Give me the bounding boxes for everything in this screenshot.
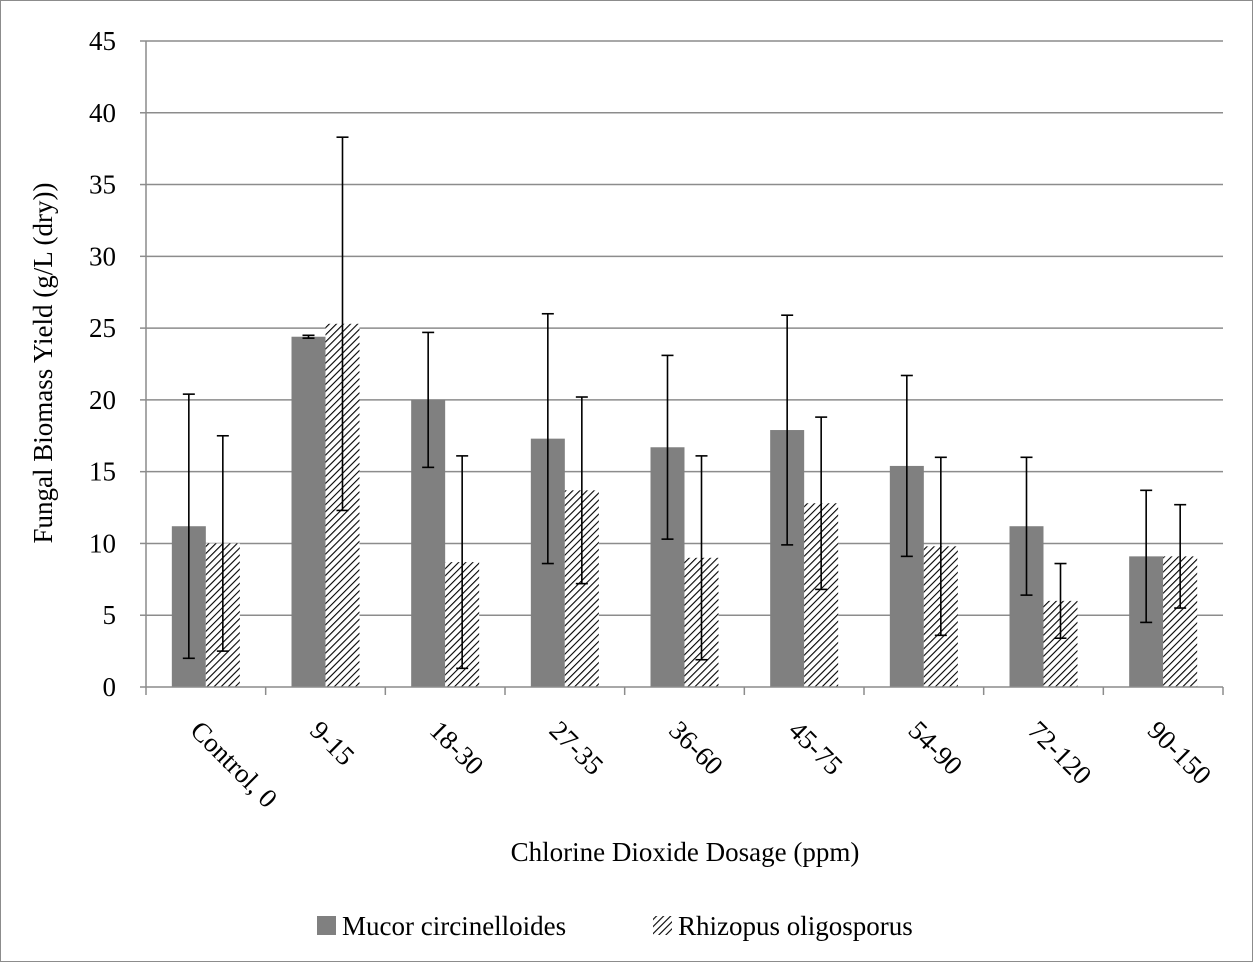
y-tick-label: 40 [89,98,116,128]
y-tick-label: 45 [89,26,116,56]
legend-swatch-mucor [317,916,336,935]
x-axis-title: Chlorine Dioxide Dosage (ppm) [511,837,860,867]
y-tick-label: 35 [89,170,116,200]
y-tick-label: 0 [103,672,117,702]
y-tick-label: 20 [89,385,116,415]
legend-label-rhizopus: Rhizopus oligosporus [678,911,913,941]
y-tick-label: 25 [89,313,116,343]
y-axis-title: Fungal Biomass Yield (g/L (dry)) [28,183,58,544]
y-tick-label: 10 [89,528,116,558]
error-bars [182,136,1187,670]
y-tick-label: 5 [103,600,117,630]
x-tick-label: 45-75 [783,715,849,781]
legend-label-mucor: Mucor circinelloides [342,911,566,941]
bars [171,323,1198,687]
bar-mucor [291,336,326,687]
x-tick-label: 36-60 [663,715,729,781]
x-tick-label: 54-90 [903,715,969,781]
x-tick-label: Control, 0 [185,715,284,814]
axes: 0 5 10 15 20 25 30 35 40 45 Control, 0 9-15 18-30 27-… [89,26,1224,814]
x-tick-label: 18-30 [424,715,490,781]
x-tick-label: 27-35 [544,715,610,781]
legend: Mucor circinelloides Rhizopus oligosporu… [317,911,913,941]
x-tick-label: 90-150 [1142,715,1217,790]
x-tick-label: 72-120 [1022,715,1097,790]
legend-swatch-rhizopus [653,916,672,935]
y-tick-label: 15 [89,457,116,487]
x-tick-label: 9-15 [304,715,360,771]
y-tick-label: 30 [89,241,116,271]
